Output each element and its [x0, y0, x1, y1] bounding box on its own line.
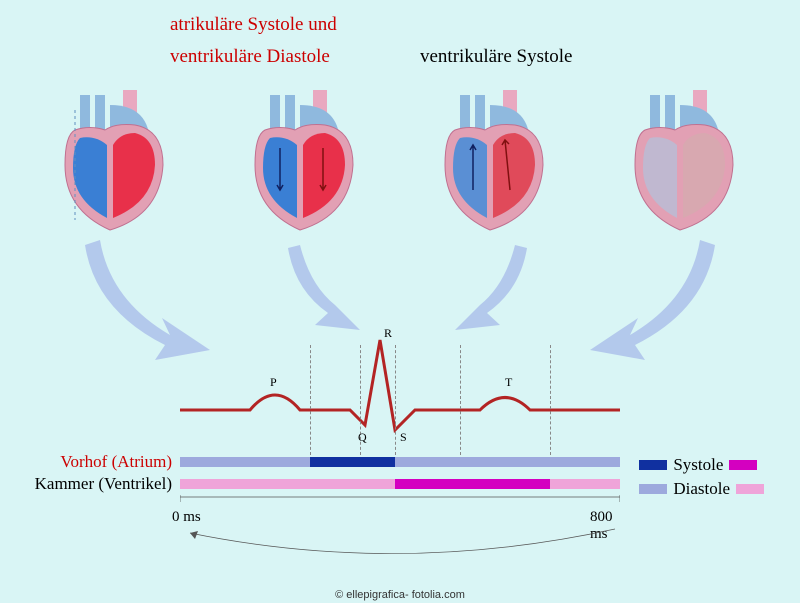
wave-label-q: Q: [358, 430, 367, 445]
wave-label-p: P: [270, 375, 277, 390]
heart-phase-2: [235, 90, 375, 240]
title-line2: ventrikuläre Diastole: [170, 46, 330, 68]
legend-systole: Systole: [639, 455, 770, 475]
title-right: ventrikuläre Systole: [420, 46, 573, 68]
wave-label-s: S: [400, 430, 407, 445]
heart-phase-3: [425, 90, 565, 240]
hearts-row: [0, 90, 800, 240]
wave-label-r: R: [384, 326, 392, 341]
heart-phase-1: [45, 90, 185, 240]
title-line1: atrikuläre Systole und: [170, 14, 337, 36]
ventricle-bar-row: Kammer (Ventrikel): [180, 477, 620, 491]
phase-bars: Vorhof (Atrium) Kammer (Ventrikel) 0 ms …: [180, 455, 620, 499]
legend: Systole Diastole: [639, 455, 770, 503]
atrium-bar-row: Vorhof (Atrium): [180, 455, 620, 469]
legend-diastole: Diastole: [639, 479, 770, 499]
ventricle-label: Kammer (Ventrikel): [35, 474, 172, 494]
atrium-label: Vorhof (Atrium): [60, 452, 172, 472]
legend-diastole-label: Diastole: [673, 479, 730, 499]
heart-phase-4: [615, 90, 755, 240]
legend-systole-label: Systole: [673, 455, 723, 475]
ecg-chart: P Q R S T: [180, 330, 620, 450]
credit-text: © ellepigrafica- fotolia.com: [335, 589, 465, 601]
wave-label-t: T: [505, 375, 512, 390]
